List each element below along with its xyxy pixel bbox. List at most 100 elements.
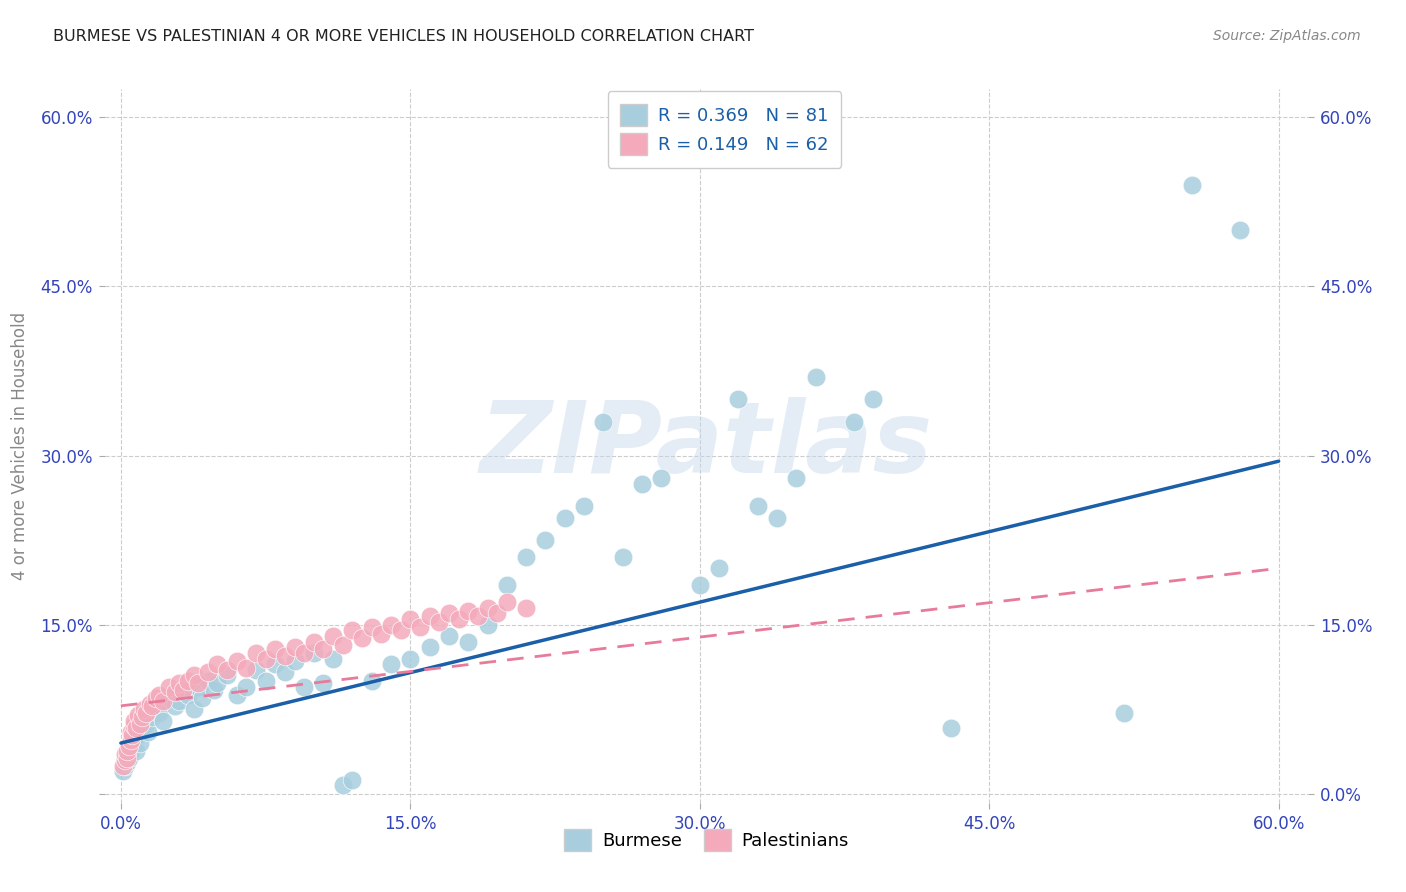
Point bbox=[177, 688, 200, 702]
Text: Source: ZipAtlas.com: Source: ZipAtlas.com bbox=[1213, 29, 1361, 43]
Point bbox=[197, 665, 219, 679]
Point bbox=[124, 714, 146, 728]
Point bbox=[292, 646, 315, 660]
Point bbox=[172, 683, 194, 698]
Point bbox=[202, 683, 225, 698]
Text: ZIPatlas: ZIPatlas bbox=[479, 398, 934, 494]
Point bbox=[254, 674, 277, 689]
Point bbox=[264, 657, 287, 672]
Point bbox=[114, 753, 136, 767]
Point bbox=[419, 608, 441, 623]
Point bbox=[457, 604, 479, 618]
Point bbox=[264, 642, 287, 657]
Point bbox=[689, 578, 711, 592]
Point bbox=[235, 660, 257, 674]
Point bbox=[111, 764, 134, 779]
Y-axis label: 4 or more Vehicles in Household: 4 or more Vehicles in Household bbox=[11, 312, 30, 580]
Point bbox=[136, 724, 159, 739]
Point bbox=[707, 561, 730, 575]
Point bbox=[167, 694, 190, 708]
Point bbox=[399, 651, 422, 665]
Point bbox=[124, 732, 146, 747]
Point bbox=[124, 719, 146, 733]
Point bbox=[274, 665, 297, 679]
Point bbox=[215, 668, 238, 682]
Point bbox=[145, 690, 167, 705]
Point bbox=[191, 690, 214, 705]
Point bbox=[129, 736, 152, 750]
Point bbox=[437, 629, 460, 643]
Point bbox=[437, 607, 460, 621]
Point bbox=[135, 706, 157, 720]
Point bbox=[332, 778, 354, 792]
Point bbox=[120, 724, 142, 739]
Point bbox=[342, 624, 364, 638]
Point bbox=[1181, 178, 1204, 192]
Point bbox=[152, 694, 174, 708]
Point bbox=[302, 634, 325, 648]
Point bbox=[312, 676, 335, 690]
Point bbox=[302, 646, 325, 660]
Point bbox=[135, 717, 157, 731]
Point bbox=[515, 549, 537, 564]
Point bbox=[125, 719, 148, 733]
Point bbox=[360, 620, 382, 634]
Point bbox=[457, 634, 479, 648]
Text: BURMESE VS PALESTINIAN 4 OR MORE VEHICLES IN HOUSEHOLD CORRELATION CHART: BURMESE VS PALESTINIAN 4 OR MORE VEHICLE… bbox=[53, 29, 755, 44]
Point bbox=[225, 688, 247, 702]
Point bbox=[124, 724, 146, 739]
Point bbox=[129, 717, 152, 731]
Point bbox=[115, 756, 138, 770]
Point bbox=[141, 710, 163, 724]
Point bbox=[342, 773, 364, 788]
Point bbox=[380, 617, 402, 632]
Point bbox=[148, 688, 170, 702]
Point bbox=[197, 674, 219, 689]
Point bbox=[804, 369, 827, 384]
Point bbox=[292, 680, 315, 694]
Point bbox=[631, 476, 654, 491]
Point bbox=[235, 680, 257, 694]
Point bbox=[534, 533, 557, 548]
Point bbox=[447, 612, 470, 626]
Point bbox=[727, 392, 749, 407]
Point bbox=[127, 707, 149, 722]
Point bbox=[187, 676, 209, 690]
Point bbox=[139, 702, 162, 716]
Point bbox=[477, 617, 499, 632]
Point bbox=[352, 631, 374, 645]
Point bbox=[254, 651, 277, 665]
Point bbox=[495, 578, 517, 592]
Point bbox=[187, 680, 209, 694]
Point bbox=[842, 415, 865, 429]
Point bbox=[115, 750, 138, 764]
Point bbox=[322, 651, 344, 665]
Point bbox=[141, 698, 163, 713]
Point bbox=[111, 758, 134, 772]
Point bbox=[125, 722, 148, 736]
Point bbox=[322, 629, 344, 643]
Point bbox=[380, 657, 402, 672]
Point bbox=[120, 732, 142, 747]
Point bbox=[283, 640, 305, 655]
Point bbox=[419, 640, 441, 655]
Point bbox=[127, 728, 149, 742]
Point bbox=[495, 595, 517, 609]
Point bbox=[225, 654, 247, 668]
Point bbox=[747, 500, 769, 514]
Point bbox=[592, 415, 614, 429]
Point bbox=[283, 654, 305, 668]
Point bbox=[862, 392, 884, 407]
Point bbox=[370, 626, 392, 640]
Point bbox=[163, 698, 186, 713]
Point bbox=[650, 471, 672, 485]
Point bbox=[360, 674, 382, 689]
Point bbox=[766, 510, 789, 524]
Point bbox=[389, 624, 412, 638]
Point bbox=[177, 674, 200, 689]
Point bbox=[163, 685, 186, 699]
Point bbox=[399, 612, 422, 626]
Point bbox=[117, 750, 139, 764]
Point bbox=[131, 722, 153, 736]
Point bbox=[183, 702, 205, 716]
